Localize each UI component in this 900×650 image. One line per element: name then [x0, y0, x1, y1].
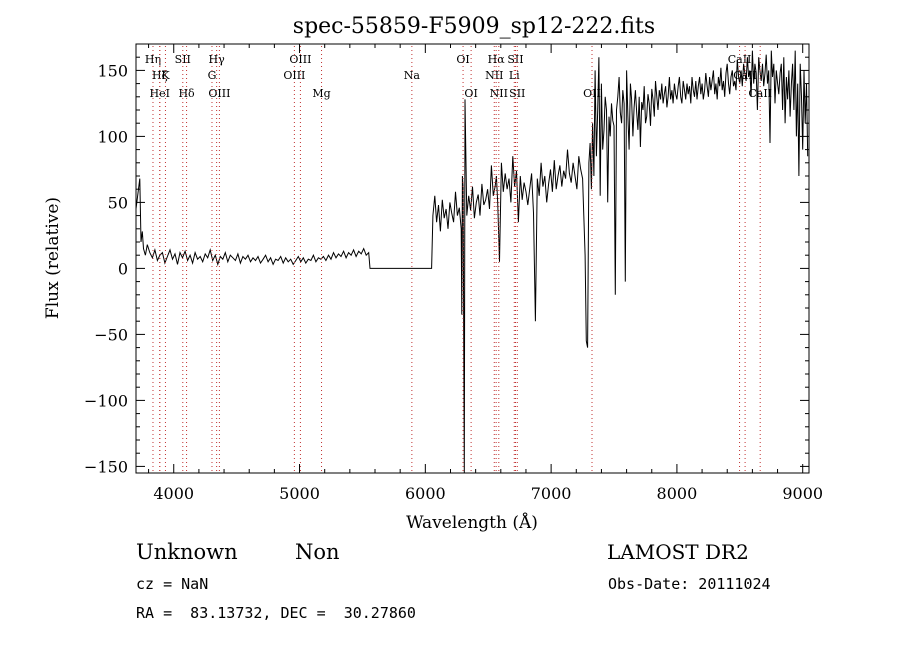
line-marker-label-15: NII: [485, 69, 503, 82]
x-tick-label-1: 5000: [279, 484, 320, 503]
survey-label: LAMOST DR2: [607, 540, 749, 564]
line-marker-label-0: Hη: [145, 53, 161, 66]
y-tick-label-3: 0: [118, 259, 128, 278]
line-marker-label-13: OI: [456, 53, 469, 66]
line-marker-label-21: OII: [583, 87, 601, 100]
spectrum-line-0: [135, 50, 809, 474]
plot-area: [135, 50, 809, 474]
y-axis-label: Flux (relative): [43, 197, 63, 319]
cz-text: cz = NaN: [136, 575, 208, 593]
line-marker-label-10: OIII: [289, 53, 311, 66]
x-tick-label-2: 6000: [405, 484, 446, 503]
y-tick-label-6: 150: [97, 61, 128, 80]
x-axis-label: Wavelength (Å): [406, 512, 538, 533]
axis-ticks: 4000 5000 6000 7000 8000 9000 −150 −100 −50 0 50 10…: [84, 43, 823, 503]
line-marker-label-8: OIII: [208, 87, 230, 100]
line-marker-label-20: SII: [509, 87, 525, 100]
y-tick-label-2: −50: [94, 325, 128, 344]
line-marker-label-1: Hζ: [152, 69, 168, 82]
spectral-line-markers: Hη Hζ HeI K SII Hδ G Hγ OIII OIII OIII Mg Na OI OI NII H…: [145, 46, 772, 471]
subclass-label: Non: [295, 540, 340, 564]
line-marker-label-23: CaII: [733, 69, 757, 82]
y-tick-label-4: 50: [108, 193, 128, 212]
line-marker-label-19: SII: [507, 53, 523, 66]
line-marker-label-18: Li: [509, 69, 520, 82]
line-marker-label-14: OI: [464, 87, 477, 100]
line-marker-label-2: HeI: [150, 87, 170, 100]
y-tick-label-0: −150: [84, 457, 128, 476]
class-label: Unknown: [136, 540, 238, 564]
line-marker-label-7: Hγ: [209, 53, 226, 66]
x-tick-label-0: 4000: [153, 484, 194, 503]
line-marker-label-4: SII: [175, 53, 191, 66]
line-marker-label-12: Na: [404, 69, 421, 82]
x-tick-label-5: 9000: [782, 484, 823, 503]
plot-frame: [135, 43, 810, 474]
line-marker-label-11: Mg: [312, 87, 330, 100]
coordinates: RA = 83.13732, DEC = 30.27860: [136, 604, 416, 622]
line-marker-label-22: CaII: [728, 53, 752, 66]
obs-date: Obs-Date: 20111024: [608, 575, 771, 593]
y-tick-label-1: −100: [84, 391, 128, 410]
line-marker-label-5: Hδ: [178, 87, 195, 100]
line-marker-label-6: G: [208, 69, 217, 82]
line-marker-label-16: Hα: [488, 53, 506, 66]
x-tick-label-3: 7000: [531, 484, 572, 503]
line-marker-label-9: OIII: [283, 69, 305, 82]
line-marker-label-3: K: [161, 69, 170, 82]
x-tick-label-4: 8000: [657, 484, 698, 503]
y-tick-label-5: 100: [97, 127, 128, 146]
line-marker-label-17: NII: [490, 87, 508, 100]
line-marker-label-24: CaII: [748, 87, 772, 100]
chart-title: spec-55859-F5909_sp12-222.fits: [293, 14, 655, 39]
